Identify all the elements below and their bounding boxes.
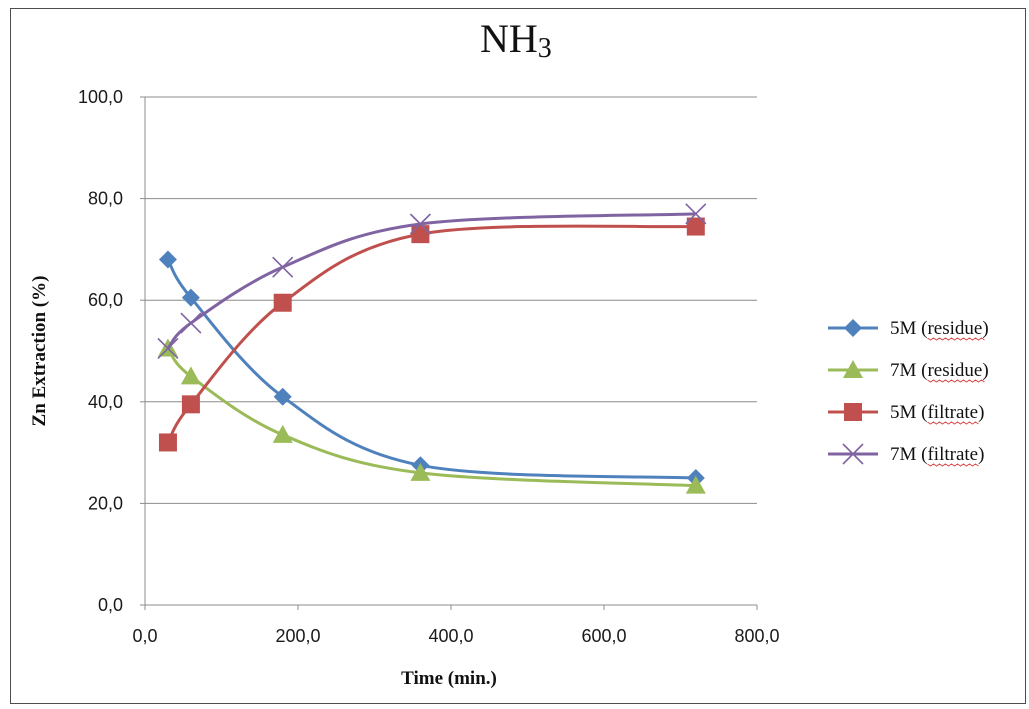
y-tick-label: 100,0 <box>78 87 123 107</box>
spellcheck-underline <box>927 337 985 341</box>
x-tick-label: 200,0 <box>275 626 320 646</box>
legend-item: 7M (residue) <box>828 360 989 383</box>
series-line <box>166 224 696 444</box>
spellcheck-underline <box>927 379 985 383</box>
series-3 <box>157 203 707 360</box>
data-point-x <box>842 443 864 465</box>
data-point-x-stroke <box>842 443 864 465</box>
data-point-square <box>273 293 292 312</box>
spellcheck-underline <box>927 421 979 425</box>
x-tick-label: 400,0 <box>428 626 473 646</box>
data-point-x <box>409 213 431 235</box>
x-tick-label: 0,0 <box>132 626 157 646</box>
y-axis-title: Zn Extraction (%) <box>29 276 50 427</box>
data-point-x-stroke <box>180 312 202 334</box>
data-point-triangle <box>843 360 863 378</box>
chart-title: NH3 <box>480 16 552 64</box>
data-point-square <box>844 403 862 421</box>
spellcheck-underline <box>927 463 979 467</box>
data-point-x-stroke <box>157 337 179 360</box>
y-tick-label: 80,0 <box>88 189 123 209</box>
axes: 0,0 20,0 40,0 60,0 80,0 100,0 0,0 200,0 400,0 600… <box>78 87 780 646</box>
gridlines <box>145 96 757 504</box>
series-line <box>166 258 696 480</box>
data-point-x-stroke <box>272 256 294 278</box>
data-point-diamond <box>844 319 862 337</box>
data-point-x <box>157 337 179 360</box>
legend: 5M (residue) 7M (residue) 5M (filtrate) 7M … <box>828 318 989 467</box>
data-point-diamond <box>273 387 292 406</box>
series-line <box>166 347 696 488</box>
x-axis-title: Time (min.) <box>401 668 497 689</box>
legend-item: 7M (filtrate) <box>828 443 984 467</box>
data-point-triangle <box>272 424 293 443</box>
data-point-diamond <box>181 288 200 307</box>
series-2 <box>158 217 705 452</box>
y-tick-label: 40,0 <box>88 392 123 412</box>
data-point-square <box>686 217 705 236</box>
data-point-triangle <box>410 462 431 481</box>
legend-label: 5M (filtrate) <box>890 402 984 423</box>
data-point-square <box>181 395 200 414</box>
legend-label: 5M (residue) <box>890 318 989 339</box>
data-point-x-stroke <box>409 213 431 235</box>
x-tick-label: 800,0 <box>734 626 779 646</box>
data-point-x <box>272 256 294 278</box>
data-point-x <box>180 312 202 334</box>
series-lines <box>157 203 707 494</box>
data-point-square <box>158 433 177 452</box>
series-0 <box>158 250 705 487</box>
legend-label: 7M (residue) <box>890 360 989 381</box>
y-tick-label: 20,0 <box>88 493 123 513</box>
data-point-diamond <box>158 250 177 269</box>
data-point-triangle <box>685 475 706 494</box>
series-1 <box>157 338 706 494</box>
y-tick-label: 0,0 <box>98 595 123 615</box>
legend-item: 5M (residue) <box>828 318 989 341</box>
data-point-x <box>685 203 707 225</box>
legend-label: 7M (filtrate) <box>890 444 984 465</box>
x-tick-label: 600,0 <box>581 626 626 646</box>
data-point-square <box>411 225 430 244</box>
legend-item: 5M (filtrate) <box>828 402 984 425</box>
data-point-x-stroke <box>685 203 707 225</box>
series-line <box>166 212 696 350</box>
chart-frame <box>10 8 1026 704</box>
data-point-triangle <box>180 366 201 385</box>
y-tick-label: 60,0 <box>88 290 123 310</box>
